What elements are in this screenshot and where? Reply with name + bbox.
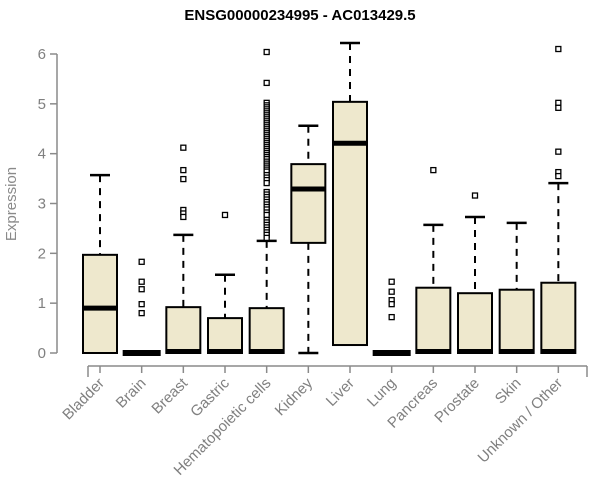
box (415, 286, 452, 354)
boxplot-lung (372, 278, 411, 356)
x-tick-label-prostate: Prostate (431, 375, 483, 427)
boxplot-kidney (290, 124, 327, 355)
boxplot-brain (122, 258, 161, 356)
box (457, 292, 494, 355)
outlier-point (221, 211, 229, 219)
x-tick-label-breast: Breast (148, 374, 191, 417)
boxplot-gastric (207, 211, 244, 355)
boxplot-prostate (457, 192, 494, 355)
x-tick-label-kidney: Kidney (272, 374, 317, 419)
y-tick-label: 0 (38, 345, 46, 362)
outlier-point (180, 166, 187, 174)
y-tick-label: 1 (38, 295, 46, 312)
y-tick-label: 6 (38, 46, 46, 63)
box (540, 281, 577, 354)
outlier-point (430, 166, 437, 174)
outlier-point (388, 313, 395, 321)
outlier-point (555, 104, 562, 111)
outlier-point (555, 172, 562, 180)
x-tick-label-group: Lung (364, 375, 400, 411)
outlier-point (138, 278, 145, 285)
boxplot-pancreas (415, 166, 452, 355)
outlier-point (180, 213, 187, 221)
boxplot-unknown-other (540, 45, 577, 355)
outlier-point (263, 48, 270, 56)
x-tick-label-group: Liver (323, 375, 358, 410)
x-tick-label-group: Kidney (272, 374, 317, 419)
outlier-point (388, 301, 395, 308)
box (207, 317, 244, 355)
x-tick-label-group: Bladder (59, 375, 108, 424)
outlier-point (138, 301, 145, 308)
outlier-point (388, 288, 395, 295)
median-bar (122, 350, 161, 356)
outlier-point (388, 278, 395, 285)
x-tick-label-skin: Skin (492, 375, 525, 408)
box (165, 306, 202, 354)
outlier-point (138, 286, 145, 293)
x-tick-label-group: Prostate (431, 375, 483, 427)
outlier-point (555, 99, 562, 106)
y-tick-label: 4 (38, 146, 46, 163)
y-tick-label: 2 (38, 245, 46, 262)
y-tick-label: 5 (38, 96, 46, 113)
box (498, 288, 535, 355)
outlier-point (180, 175, 187, 183)
x-tick-label-liver: Liver (323, 375, 358, 410)
outlier-point (263, 179, 270, 187)
boxplot-bladder (82, 173, 118, 355)
boxplot-liver (332, 41, 369, 347)
boxplot-breast (165, 144, 202, 355)
box (248, 307, 285, 354)
outlier-point (263, 211, 270, 219)
x-tick-label-brain: Brain (113, 375, 150, 412)
median-bar (372, 350, 411, 356)
chart-title: ENSG00000234995 - AC013429.5 (184, 7, 415, 24)
outlier-point (263, 234, 270, 242)
outlier-point (138, 258, 145, 265)
x-tick-label-group: Skin (492, 375, 525, 408)
outlier-point (555, 148, 562, 155)
x-tick-label-bladder: Bladder (59, 375, 108, 424)
y-axis-label: Expression (3, 167, 20, 241)
outlier-point (180, 144, 187, 151)
boxplot-skin (498, 221, 535, 355)
outlier-point (471, 192, 479, 199)
x-tick-label-group: Breast (148, 374, 191, 417)
box (332, 100, 369, 347)
outlier-point (263, 79, 270, 87)
outlier-point (555, 45, 562, 53)
box (290, 163, 327, 244)
x-tick-label-group: Brain (113, 375, 150, 412)
x-tick-label-lung: Lung (364, 375, 400, 411)
boxplot-hematopoietic-cells (248, 48, 285, 355)
y-tick-label: 3 (38, 196, 46, 213)
box (82, 253, 118, 355)
outlier-point (138, 309, 145, 317)
